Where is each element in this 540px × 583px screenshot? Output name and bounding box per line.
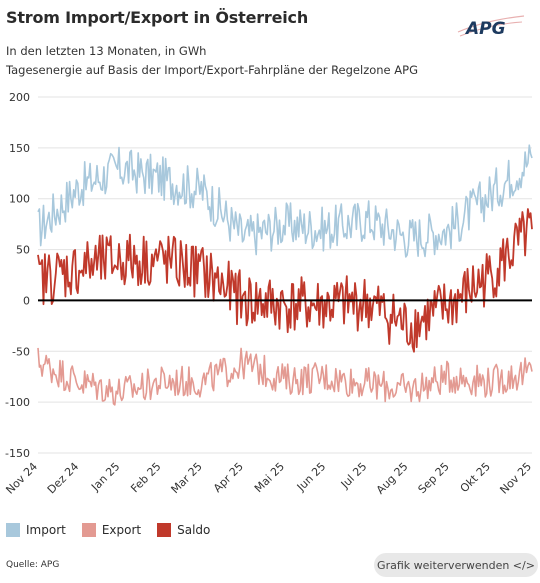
- logo-text: APG: [464, 19, 506, 39]
- x-tick-label: Jul 25: [338, 460, 370, 492]
- series-line-saldo: [37, 208, 533, 353]
- y-tick-label: -100: [5, 396, 30, 409]
- x-tick-label: Okt 25: [458, 460, 493, 495]
- legend-swatch-export: [81, 523, 96, 537]
- series-line-export: [37, 347, 533, 406]
- chart-subtitle: In den letzten 13 Monaten, in GWh: [6, 44, 207, 58]
- legend-swatch-saldo: [157, 523, 172, 537]
- legend-label-import: Import: [26, 523, 66, 537]
- apg-logo: APG: [457, 15, 525, 39]
- x-tick-label: Jan 25: [88, 460, 122, 494]
- legend-swatch-import: [6, 523, 20, 537]
- legend-item-import[interactable]: Import: [6, 523, 66, 537]
- legend: Import Export Saldo: [6, 523, 210, 537]
- x-tick-label: Nov 24: [3, 460, 40, 497]
- y-tick-label: 150: [9, 142, 30, 155]
- legend-item-export[interactable]: Export: [81, 523, 142, 537]
- x-tick-label: Nov 25: [497, 460, 534, 497]
- legend-item-saldo[interactable]: Saldo: [157, 523, 210, 537]
- y-tick-label: 200: [9, 91, 30, 104]
- y-tick-label: 50: [16, 244, 30, 257]
- x-tick-label: Feb 25: [128, 460, 163, 495]
- series-line-import: [37, 144, 533, 258]
- legend-label-export: Export: [101, 523, 142, 537]
- y-tick-label: 0: [23, 294, 30, 307]
- chart-description: Tagesenergie auf Basis der Import/Export…: [6, 63, 418, 77]
- x-tick-label: Aug 25: [374, 460, 411, 497]
- x-tick-label: Jun 25: [294, 460, 328, 494]
- chart-title: Strom Import/Export in Österreich: [6, 8, 309, 27]
- x-tick-label: Mar 25: [169, 460, 205, 496]
- y-tick-label: -50: [12, 345, 30, 358]
- x-tick-label: Apr 25: [211, 460, 246, 495]
- x-tick-label: Sep 25: [416, 460, 452, 496]
- reuse-graphic-button[interactable]: Grafik weiterverwenden </>: [374, 553, 538, 577]
- legend-label-saldo: Saldo: [177, 523, 211, 537]
- y-tick-label: 100: [9, 193, 30, 206]
- x-tick-label: Mai 25: [252, 460, 287, 495]
- y-tick-label: -150: [5, 447, 30, 460]
- source-note: Quelle: APG: [6, 560, 60, 570]
- x-tick-label: Dez 24: [45, 460, 81, 496]
